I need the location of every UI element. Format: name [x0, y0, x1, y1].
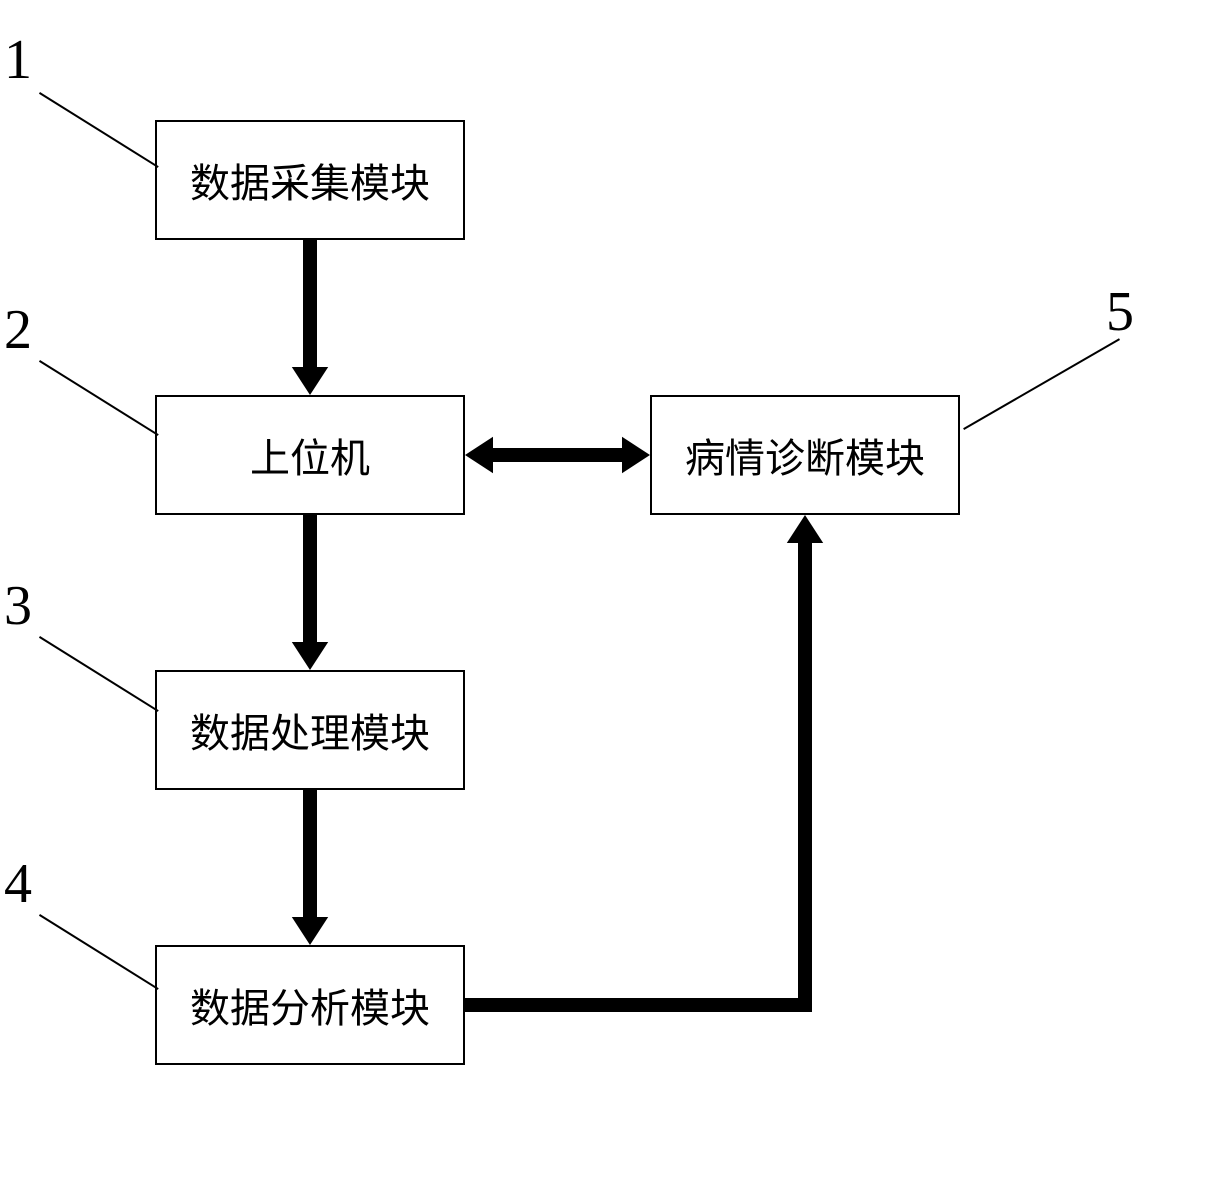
flowchart-node: 数据分析模块 [155, 945, 465, 1065]
index-label: 4 [4, 852, 32, 916]
index-label: 1 [4, 28, 32, 92]
flowchart-node: 上位机 [155, 395, 465, 515]
edge-line [465, 540, 805, 1005]
node-label: 数据采集模块 [190, 151, 430, 209]
node-label: 上位机 [250, 426, 370, 484]
flowchart-node: 数据处理模块 [155, 670, 465, 790]
index-label: 5 [1106, 280, 1134, 344]
leader-line [39, 92, 159, 168]
node-label: 数据分析模块 [190, 976, 430, 1034]
leader-line [39, 914, 159, 990]
node-label: 病情诊断模块 [685, 426, 925, 484]
index-label: 2 [4, 298, 32, 362]
index-label: 3 [4, 574, 32, 638]
flowchart-node: 数据采集模块 [155, 120, 465, 240]
flowchart-node: 病情诊断模块 [650, 395, 960, 515]
node-label: 数据处理模块 [190, 701, 430, 759]
arrowhead-icon [465, 437, 493, 473]
leader-line [963, 338, 1120, 430]
arrowhead-icon [292, 367, 328, 395]
arrowhead-icon [622, 437, 650, 473]
arrowhead-icon [292, 642, 328, 670]
leader-line [39, 360, 159, 436]
arrowhead-icon [787, 515, 823, 543]
leader-line [39, 636, 159, 712]
arrowhead-icon [292, 917, 328, 945]
